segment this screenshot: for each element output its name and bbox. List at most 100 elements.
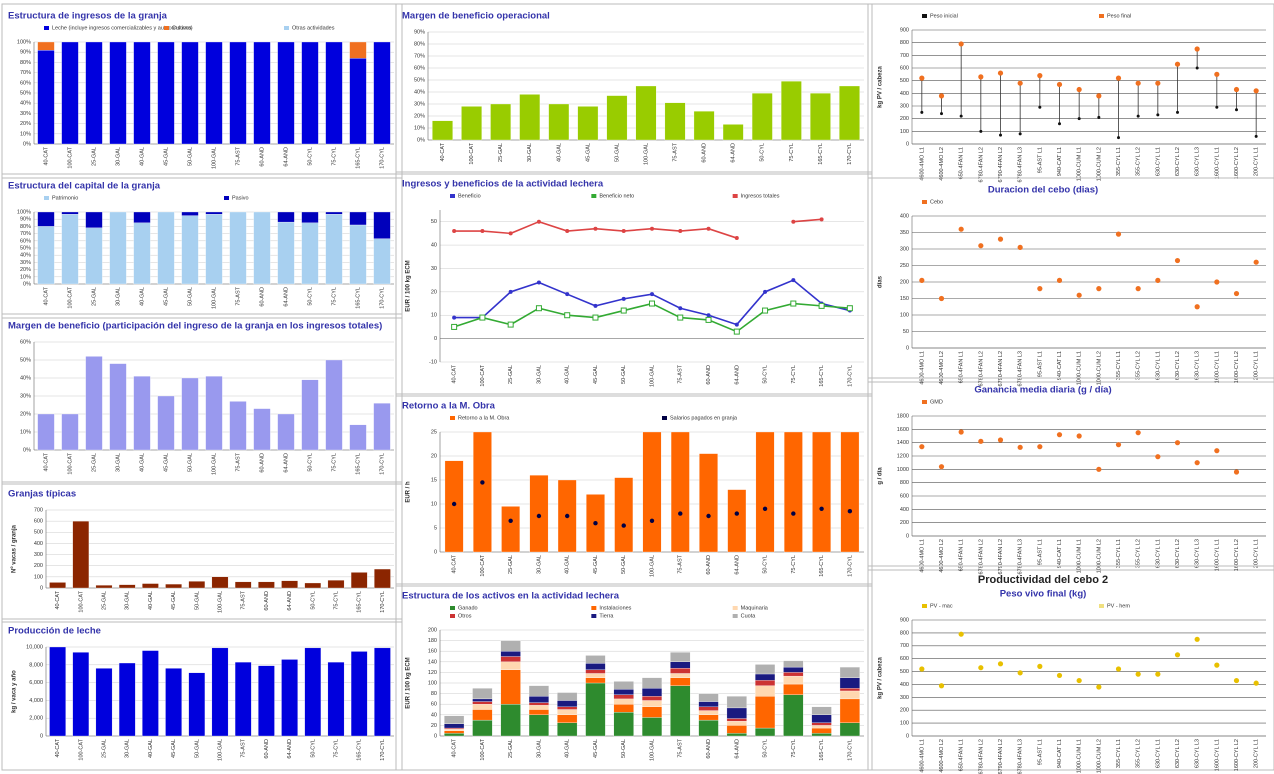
bar	[350, 572, 368, 589]
x-tick-label: 50-GAL	[194, 591, 200, 610]
bar	[211, 576, 229, 589]
bar	[641, 677, 663, 689]
x-tick-label: 630-CYL L2	[1175, 351, 1181, 380]
bar	[165, 583, 182, 589]
dot	[1056, 672, 1063, 679]
y-tick-label: 40	[431, 712, 437, 718]
bar	[840, 431, 860, 553]
bar	[373, 41, 391, 145]
bar	[755, 696, 776, 729]
x-tick-label: 40-CAT	[55, 738, 61, 757]
bar	[577, 106, 599, 141]
x-tick-label: 25-GAL	[508, 365, 514, 384]
bar	[811, 722, 832, 726]
y-tick-label: 40%	[20, 253, 31, 259]
dot	[1194, 636, 1200, 642]
line-marker	[705, 316, 712, 323]
line-marker	[734, 322, 739, 327]
x-tick-label: 100-CAT	[78, 738, 84, 760]
x-tick-label: 45-GAL	[171, 591, 177, 610]
chart-title: Estructura de ingresos de la granja	[8, 11, 168, 22]
dot	[919, 75, 925, 81]
bar	[157, 41, 175, 145]
bar	[258, 665, 275, 737]
dot	[1056, 432, 1063, 438]
x-tick-label: 170-CYL	[379, 147, 385, 169]
bar	[641, 706, 663, 718]
bar	[698, 719, 719, 737]
bar	[229, 401, 247, 451]
dot	[938, 683, 945, 689]
bar	[472, 698, 493, 702]
x-tick-label: 60-AND	[706, 555, 712, 575]
x-tick-label: 60-AND	[259, 453, 265, 473]
y-tick-label: 8,000	[29, 662, 43, 668]
dot	[1017, 244, 1023, 250]
bar	[85, 211, 103, 228]
y-tick-label: 100	[900, 312, 909, 318]
bar	[839, 677, 860, 689]
y-tick-label: 900	[900, 27, 909, 33]
bar	[557, 722, 578, 737]
y-tick-label: 250	[900, 263, 909, 269]
x-tick-label: 4600-4MO L2	[939, 147, 945, 181]
bar	[49, 582, 66, 589]
legend-label: Ingresos totales	[741, 193, 780, 199]
y-tick-label: 400	[900, 507, 909, 513]
bar	[133, 376, 151, 451]
bar	[72, 520, 90, 589]
x-tick-label: 75-CYL	[333, 739, 339, 758]
x-tick-label: 1000-CUM L2	[1096, 539, 1102, 573]
y-tick-label: 200	[900, 116, 909, 122]
y-tick-label: 200	[900, 520, 909, 526]
panel	[1, 173, 403, 319]
dot	[1135, 286, 1141, 292]
x-tick-label: 165-CYL	[355, 287, 361, 309]
x-tick-label: 355-CYL L1	[1116, 739, 1122, 768]
y-tick-label: 80%	[20, 224, 31, 230]
bar	[205, 211, 223, 215]
bar	[557, 706, 578, 710]
x-tick-label: 200-CYL L1	[1254, 351, 1260, 380]
dot	[1176, 110, 1179, 114]
x-tick-label: 30-GAL	[115, 453, 121, 472]
legend-swatch	[922, 604, 927, 608]
legend-label: Tierra	[599, 613, 614, 619]
y-tick-label: 1600	[897, 427, 909, 433]
bar	[528, 709, 549, 715]
x-tick-label: 940-CAT L1	[1057, 351, 1063, 380]
x-tick-label: 60-AND	[264, 739, 270, 759]
y-tick-label: 90%	[20, 50, 31, 56]
y-tick-label: 40	[431, 243, 437, 249]
x-tick-label: 1600-CYL L2	[1234, 147, 1240, 179]
x-tick-label: 100-GAL	[217, 591, 223, 613]
x-tick-label: 940-CAT L1	[1057, 739, 1063, 768]
legend-label: Retorno a la M. Obra	[458, 415, 510, 421]
bar	[133, 222, 151, 285]
y-tick-label: 0	[434, 336, 437, 342]
line-marker	[763, 289, 768, 294]
bar	[698, 710, 719, 715]
y-tick-label: 700	[900, 53, 909, 59]
legend-swatch	[450, 194, 455, 198]
y-tick-label: 800	[900, 40, 909, 46]
x-tick-label: 4600-4MO L1	[919, 739, 925, 773]
dot	[1174, 61, 1181, 67]
x-tick-label: 630-CYL L2	[1175, 739, 1181, 768]
dot	[1096, 684, 1102, 690]
dot	[480, 480, 485, 485]
dot	[958, 631, 964, 637]
y-tick-label: 10%	[20, 274, 31, 280]
dot	[1155, 277, 1161, 283]
x-tick-label: 6780-4FAN L3	[1018, 739, 1024, 774]
y-tick-label: 10,000	[26, 644, 43, 650]
bar	[234, 581, 252, 589]
x-tick-label: 6780-4FAN L3	[1018, 539, 1024, 574]
x-tick-label: 165-CYL	[357, 739, 363, 761]
x-tick-label: 40-GAL	[565, 365, 571, 384]
bar	[811, 725, 832, 729]
line-marker	[452, 315, 457, 320]
line-marker	[565, 229, 570, 234]
dot	[1135, 671, 1141, 677]
bar	[613, 712, 634, 737]
